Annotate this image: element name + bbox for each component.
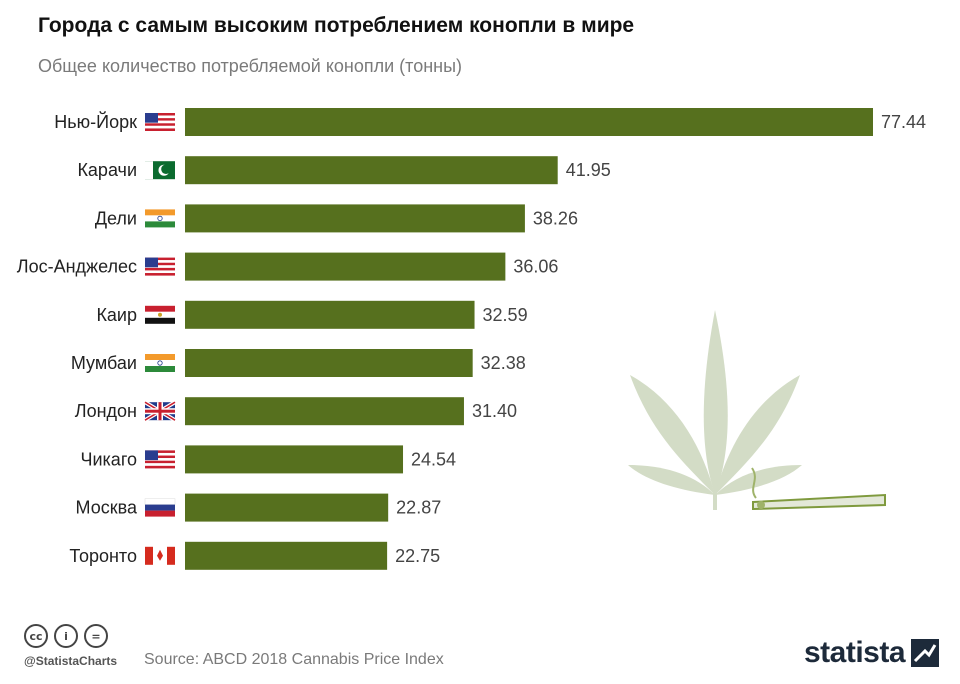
flag-ru-icon: [144, 498, 176, 517]
flag-us-icon: [145, 450, 175, 469]
flag-eg-icon: [145, 305, 175, 324]
value-label: 38.26: [533, 208, 578, 228]
license-icons: cc i =: [24, 624, 108, 648]
category-label: Чикаго: [80, 449, 137, 469]
bar: [185, 156, 558, 185]
flag-in-icon: [145, 209, 175, 228]
bar: [185, 108, 873, 136]
chart-title: Города с самым высоким потреблением коно…: [38, 14, 635, 37]
bar: [185, 349, 473, 377]
value-label: 24.54: [411, 449, 456, 469]
value-label: 36.06: [513, 257, 558, 277]
flag-ca-icon: [145, 546, 175, 565]
category-label: Мумбаи: [71, 353, 137, 373]
source-note: Source: ABCD 2018 Cannabis Price Index: [144, 651, 444, 668]
value-label: 22.75: [395, 546, 440, 566]
category-label: Лос-Анджелес: [17, 257, 137, 277]
bar-chart: Нью-Йорк 77.44 Карачи 41.95 Дели 38.26 Лос-Анд…: [17, 108, 926, 570]
statista-logo[interactable]: statista: [804, 636, 940, 670]
flag-us-icon: [145, 257, 175, 276]
value-label: 32.59: [483, 305, 528, 325]
category-label: Торонто: [69, 546, 137, 566]
attribution-icon: i: [54, 624, 78, 648]
category-label: Москва: [76, 498, 138, 518]
statista-handle: @StatistaCharts: [24, 654, 118, 668]
category-label: Дели: [95, 208, 137, 228]
flag-gb-icon: [143, 400, 177, 422]
bar: [185, 204, 525, 233]
flag-pk-icon: [145, 161, 175, 180]
bar: [185, 493, 389, 522]
flag-in-icon: [145, 354, 175, 372]
bar: [185, 445, 404, 474]
value-label: 22.87: [396, 498, 441, 518]
category-label: Карачи: [77, 160, 137, 180]
statista-mark-icon: [911, 639, 940, 667]
category-label: Лондон: [75, 401, 137, 421]
value-label: 77.44: [881, 112, 926, 132]
bar: [185, 397, 464, 426]
category-label: Нью-Йорк: [54, 111, 137, 132]
value-label: 31.40: [472, 401, 517, 421]
bar: [185, 300, 475, 329]
cc-icon: cc: [24, 624, 48, 648]
bar: [185, 541, 388, 570]
bar: [185, 252, 506, 281]
value-label: 32.38: [481, 353, 526, 373]
flag-us-icon: [145, 113, 175, 131]
chart-subtitle: Общее количество потребляемой конопли (т…: [38, 56, 463, 76]
value-label: 41.95: [566, 160, 611, 180]
category-label: Каир: [96, 305, 137, 325]
no-derivatives-icon: =: [84, 624, 108, 648]
brand-text: statista: [804, 636, 906, 669]
cannabis-leaf-icon: [628, 310, 886, 510]
